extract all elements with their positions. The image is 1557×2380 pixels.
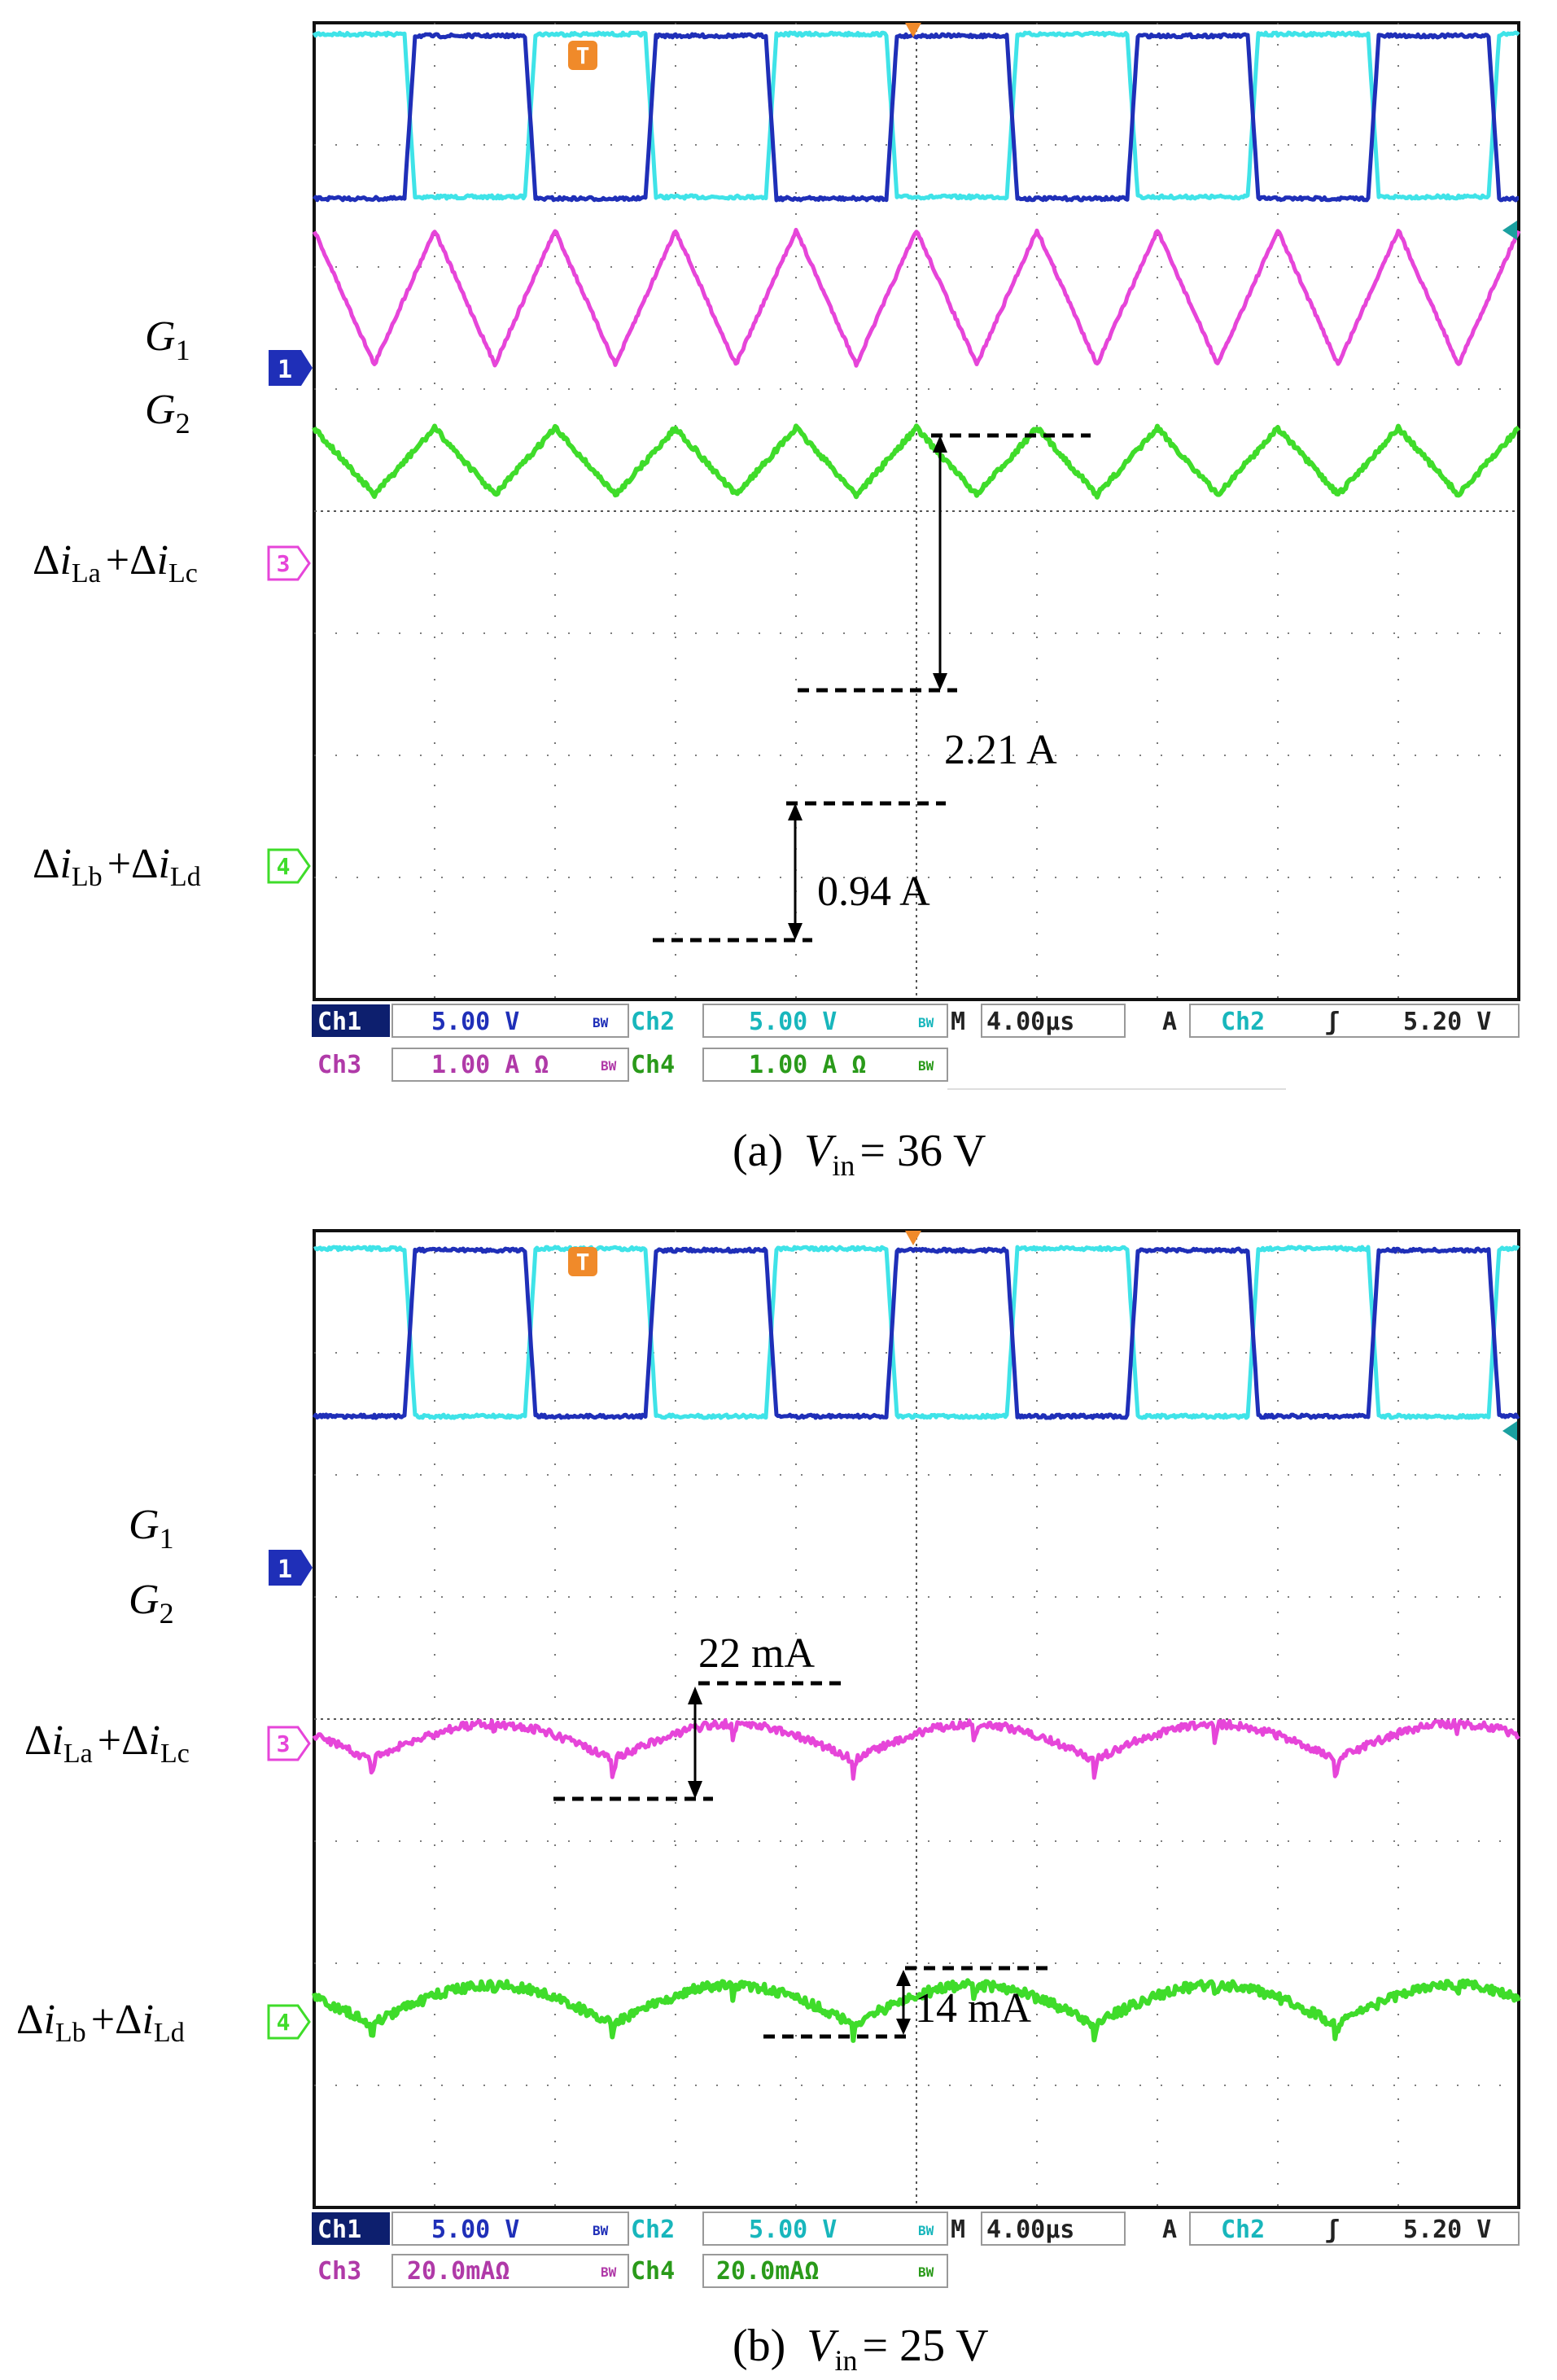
svg-text:M: M [951,1008,965,1036]
svg-text:Ch4: Ch4 [631,1051,675,1079]
g2-trace-a [312,30,1520,201]
svg-text:BW: BW [918,1015,934,1030]
svg-text:Ch2: Ch2 [631,1008,675,1036]
traces-a [312,30,1521,500]
svg-text:A: A [1162,2216,1177,2244]
svg-text:ʃ: ʃ [1325,2216,1340,2244]
label-g2-a: G2 [145,387,190,440]
trigger-level-arrow-a [1502,221,1517,240]
ch1-marker-b: 1 [269,1550,313,1586]
trigger-position-marker-b [905,1231,921,1245]
ch3-trace-b [312,1717,1520,1781]
ch3-ripple-label-b: 22 mA [698,1630,815,1677]
svg-text:BW: BW [918,2223,934,2238]
svg-text:1.00 A Ω: 1.00 A Ω [431,1051,549,1079]
ch3-trace-a [312,227,1521,368]
panel-b: T 1 3 4 G1 G2 ΔiLa +ΔiLc ΔiLb +ΔiLd 22 mA [16,1229,1521,2377]
ch4-ripple-label-a: 0.94 A [817,868,930,915]
svg-text:BW: BW [593,1015,609,1030]
ch4-trace-b [312,1978,1521,2043]
svg-text:5.20 V: 5.20 V [1403,1008,1491,1036]
svg-text:4: 4 [277,2009,291,2036]
panel-a: T 1 3 4 G1 G2 ΔiLa +ΔiLc ΔiLb +ΔiLd 2.21 A [33,21,1521,1182]
readout-a: Ch1 5.00 V BW Ch2 5.00 V BW M 4.00µs A C… [312,1004,1520,1090]
grid-a [314,23,1519,1000]
trigger-t-marker-a: T [568,41,597,70]
label-g1-b: G1 [129,1502,174,1555]
label-ch4-a: ΔiLb +ΔiLd [33,841,201,892]
svg-text:Ch2: Ch2 [631,2216,675,2244]
svg-text:20.0mAΩ: 20.0mAΩ [716,2257,819,2286]
grid-b [314,1231,1519,2207]
svg-text:4: 4 [277,853,291,880]
svg-text:M: M [951,2216,965,2244]
ch4-marker-b: 4 [267,2004,311,2040]
label-ch3-b: ΔiLa +ΔiLc [24,1717,190,1769]
svg-text:Ch1: Ch1 [317,1008,361,1036]
svg-text:Ch1: Ch1 [317,2216,361,2244]
svg-text:Ch2: Ch2 [1221,2216,1265,2244]
ch4-ripple-annotation-a: 0.94 A [653,801,946,943]
svg-text:5.00 V: 5.00 V [749,2216,837,2244]
ch4-ripple-label-b: 14 mA [915,1985,1031,2032]
trigger-position-marker-a [905,23,921,37]
svg-text:A: A [1162,1008,1177,1036]
g1-trace-b [312,1246,1520,1420]
svg-text:Ch3: Ch3 [317,1051,361,1079]
svg-text:3: 3 [277,1730,291,1757]
ch3-ripple-label-a: 2.21 A [944,727,1057,773]
readout-b: Ch1 5.00 V BW Ch2 5.00 V BW M 4.00µs A C… [312,2212,1520,2288]
svg-text:BW: BW [918,2264,934,2280]
svg-text:5.20 V: 5.20 V [1403,2216,1491,2244]
svg-text:4.00µs: 4.00µs [986,2216,1074,2244]
ch1-marker-a: 1 [269,350,313,386]
ch3-marker-a: 3 [267,545,311,581]
ch3-ripple-annotation-b: 22 mA [553,1630,846,1801]
svg-text:5.00 V: 5.00 V [431,2216,519,2244]
svg-text:T: T [576,42,590,69]
svg-text:Ch3: Ch3 [317,2257,361,2286]
trigger-level-arrow-b [1502,1421,1517,1441]
svg-text:BW: BW [918,1058,934,1074]
svg-text:1: 1 [278,1555,292,1584]
ch3-marker-b: 3 [267,1726,311,1761]
svg-text:5.00 V: 5.00 V [749,1008,837,1036]
label-ch4-b: ΔiLb +ΔiLd [16,1997,185,2048]
label-g1-a: G1 [145,313,190,366]
svg-text:Ch4: Ch4 [631,2257,675,2286]
label-g2-b: G2 [129,1577,174,1630]
g2-trace-b [313,1245,1520,1420]
svg-text:1: 1 [278,356,292,384]
ch4-marker-a: 4 [267,848,311,884]
svg-text:T: T [576,1249,590,1275]
svg-text:20.0mAΩ: 20.0mAΩ [407,2257,510,2286]
caption-a: (a) Vin = 36 V [733,1126,986,1182]
label-ch3-a: ΔiLa +ΔiLc [33,537,198,588]
svg-text:1.00 A Ω: 1.00 A Ω [749,1051,867,1079]
svg-text:3: 3 [277,550,291,577]
traces-b [312,1245,1521,2043]
svg-text:BW: BW [601,2264,617,2280]
svg-text:BW: BW [593,2223,609,2238]
caption-b: (b) Vin = 25 V [733,2321,989,2377]
g1-trace-a [313,32,1520,203]
svg-text:Ch2: Ch2 [1221,1008,1265,1036]
svg-text:4.00µs: 4.00µs [986,1008,1074,1036]
svg-text:5.00 V: 5.00 V [431,1008,519,1036]
ch3-ripple-annotation-a: 2.21 A [798,433,1091,773]
ch4-trace-a [312,423,1520,500]
svg-text:BW: BW [601,1058,617,1074]
svg-text:ʃ: ʃ [1325,1008,1340,1036]
trigger-t-marker-b: T [568,1247,597,1276]
ch4-ripple-annotation-b: 14 mA [763,1966,1050,2039]
